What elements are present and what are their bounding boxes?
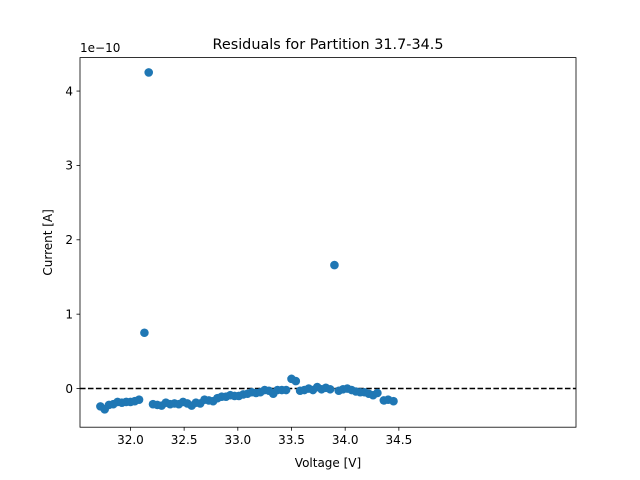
y-tick-label: 3 [65, 159, 73, 173]
data-point [144, 68, 154, 77]
x-tick-label: 33.0 [224, 433, 251, 447]
y-axis-label: Current [A] [41, 209, 55, 275]
x-axis-label: Voltage [V] [295, 456, 361, 470]
y-scale-label: 1e−10 [80, 41, 120, 55]
y-axis-ticks: 0 1 2 3 4 [65, 84, 80, 396]
data-point [140, 328, 149, 338]
y-tick-label: 4 [65, 84, 73, 98]
data-point [389, 396, 398, 406]
y-tick-label: 2 [65, 233, 73, 247]
y-tick-label: 0 [65, 382, 73, 396]
y-tick-label: 1 [65, 307, 73, 321]
plot-frame [79, 57, 577, 428]
x-tick-label: 32.0 [117, 433, 144, 447]
data-points [96, 68, 398, 414]
x-tick-label: 33.5 [278, 433, 305, 447]
data-point [373, 388, 382, 398]
x-tick-label: 32.5 [171, 433, 198, 447]
data-point [134, 395, 144, 404]
data-point [325, 384, 335, 394]
data-point [291, 376, 301, 386]
data-point [330, 260, 339, 270]
chart-title: Residuals for Partition 31.7-34.5 [212, 37, 443, 53]
x-tick-label: 34.0 [332, 433, 359, 447]
x-axis-ticks: 32.0 32.5 33.0 33.5 34.0 34.5 [117, 427, 412, 447]
x-tick-label: 34.5 [385, 433, 412, 447]
plot-area-background [80, 57, 576, 428]
data-point [281, 385, 291, 395]
